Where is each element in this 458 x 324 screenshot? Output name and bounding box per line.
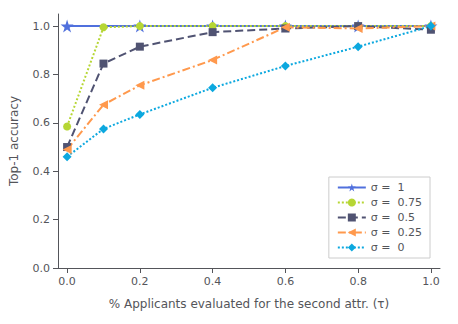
svg-text:0.0: 0.0 bbox=[33, 262, 51, 275]
svg-text:Top-1 accuracy: Top-1 accuracy bbox=[7, 96, 21, 187]
svg-text:σ = 0: σ = 0 bbox=[371, 241, 405, 254]
svg-text:σ = 0.5: σ = 0.5 bbox=[371, 211, 415, 224]
svg-text:% Applicants evaluated for the: % Applicants evaluated for the second at… bbox=[109, 297, 390, 311]
svg-text:1.0: 1.0 bbox=[422, 275, 440, 288]
svg-text:0.6: 0.6 bbox=[277, 275, 295, 288]
svg-text:0.8: 0.8 bbox=[349, 275, 367, 288]
svg-text:0.2: 0.2 bbox=[33, 213, 51, 226]
svg-text:0.4: 0.4 bbox=[33, 165, 51, 178]
svg-text:0.0: 0.0 bbox=[58, 275, 76, 288]
svg-text:0.4: 0.4 bbox=[204, 275, 222, 288]
svg-text:0.8: 0.8 bbox=[33, 68, 51, 81]
svg-text:0.6: 0.6 bbox=[33, 116, 51, 129]
svg-text:1.0: 1.0 bbox=[33, 20, 51, 33]
svg-text:σ = 0.75: σ = 0.75 bbox=[371, 196, 422, 209]
svg-text:0.2: 0.2 bbox=[131, 275, 149, 288]
svg-text:σ = 0.25: σ = 0.25 bbox=[371, 226, 422, 239]
svg-text:σ = 1: σ = 1 bbox=[371, 181, 405, 194]
